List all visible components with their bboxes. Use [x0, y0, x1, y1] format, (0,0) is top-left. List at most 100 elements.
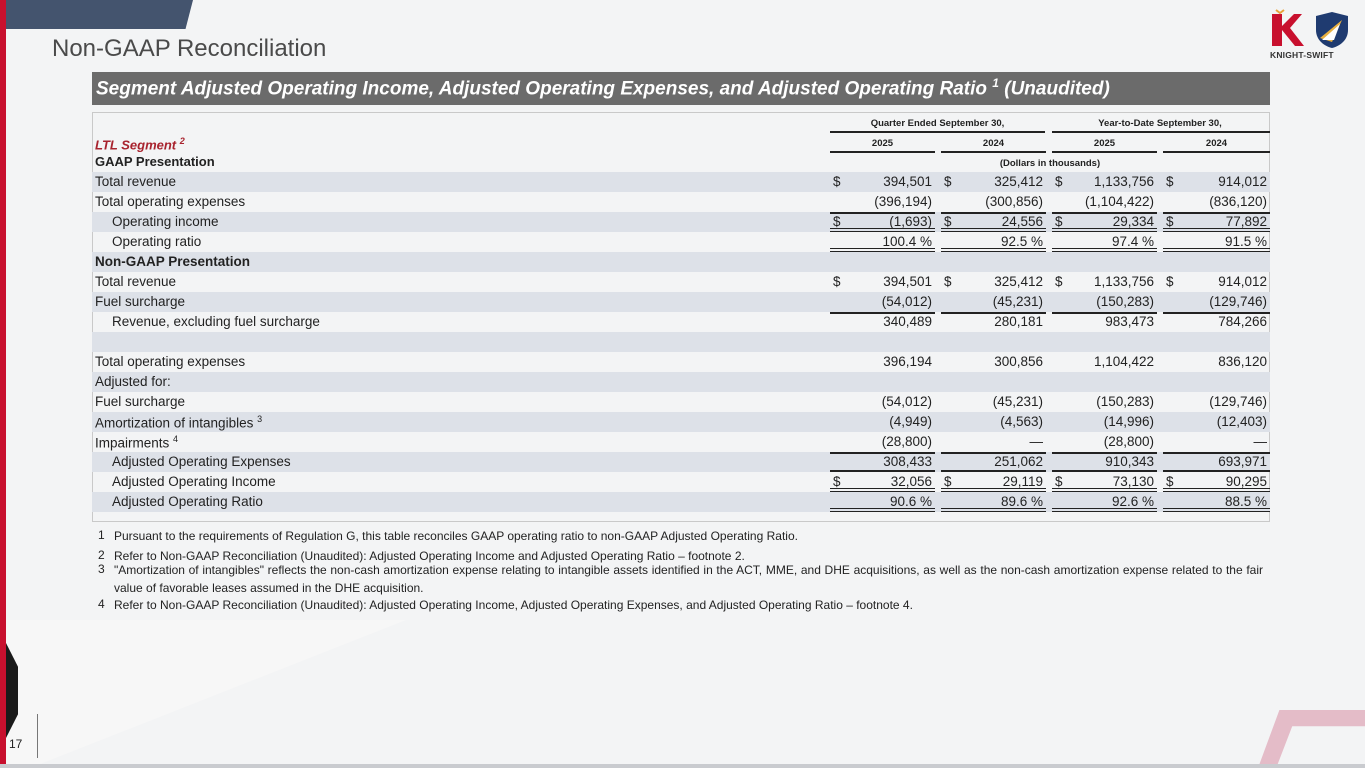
table-cell: — [941, 432, 1046, 452]
footnote-number: 1 [98, 528, 105, 542]
table-cell: 89.6 % [941, 492, 1046, 512]
cell-value: (300,856) [985, 194, 1043, 209]
footnote: 3 "Amortization of intangibles" reflects … [98, 562, 1263, 597]
cell-value: (150,283) [1096, 294, 1154, 309]
dollar-sign: $ [833, 474, 841, 489]
table-cell: (129,746) [1163, 392, 1270, 412]
bottom-band [0, 764, 1365, 768]
footnote-ref: 4 [173, 434, 179, 444]
row-label: Total revenue [95, 174, 177, 189]
dollar-sign: $ [944, 174, 952, 189]
dollar-sign: $ [1166, 474, 1174, 489]
cell-value: 340,489 [883, 314, 932, 329]
cell-value: 914,012 [1218, 174, 1267, 189]
footnote-number: 3 [98, 562, 105, 576]
table-cell: $394,501 [830, 272, 935, 292]
dollar-sign: $ [833, 214, 841, 229]
row-label: Total operating expenses [95, 194, 246, 209]
cell-value: 77,892 [1225, 214, 1267, 229]
cell-value: 910,343 [1105, 454, 1154, 469]
page-number: 17 [9, 737, 23, 751]
table-cell: 983,473 [1052, 312, 1157, 332]
row-label: Revenue, excluding fuel surcharge [112, 314, 320, 329]
cell-value: (28,800) [881, 434, 932, 449]
cell-value: 1,104,422 [1093, 354, 1154, 369]
table-cell: 836,120 [1163, 352, 1270, 372]
cell-value: 394,501 [883, 274, 932, 289]
banner-suffix: (Unaudited) [998, 78, 1110, 100]
cell-value: 396,194 [883, 354, 932, 369]
footnote-text: Refer to Non-GAAP Reconciliation (Unaudi… [114, 549, 745, 563]
table-row: Operating ratio [92, 232, 1270, 252]
row-label: Amortization of intangibles 3 [95, 414, 263, 431]
table-cell: $325,412 [941, 272, 1046, 292]
header-rule [1052, 151, 1157, 153]
side-flag-shape [6, 643, 18, 738]
table-cell: 90.6 % [830, 492, 935, 512]
cell-value: 89.6 % [1000, 494, 1043, 509]
units-note: (Dollars in thousands) [999, 158, 1101, 169]
cell-value: 92.5 % [1000, 234, 1043, 249]
cell-value: 29,119 [1002, 474, 1043, 489]
table-cell: (4,949) [830, 412, 935, 432]
row-label: Adjusted Operating Income [112, 474, 276, 489]
table-cell: 300,856 [941, 352, 1046, 372]
header-rule [1052, 131, 1270, 133]
table-cell: 97.4 % [1052, 232, 1157, 252]
cell-value: 394,501 [883, 174, 932, 189]
table-cell: $ (1,693) [830, 212, 935, 232]
dollar-sign: $ [1055, 474, 1063, 489]
cell-value: 251,062 [994, 454, 1043, 469]
banner-footnote-ref: 1 [992, 76, 999, 90]
cell-value: 97.4 % [1111, 234, 1154, 249]
cell-value: 836,120 [1218, 354, 1267, 369]
header-rule [941, 151, 1046, 153]
page-number-divider [37, 714, 38, 758]
row-label: Adjusted for: [95, 374, 171, 389]
table-cell: — [1163, 432, 1270, 452]
cell-value: (54,012) [881, 394, 932, 409]
cell-value: 693,971 [1218, 454, 1267, 469]
table-row: Operating income [92, 212, 1270, 232]
cell-value: (129,746) [1209, 294, 1267, 309]
table-cell: $29,334 [1052, 212, 1157, 232]
footnote-text: "Amortization of intangibles" reflects t… [114, 563, 1263, 595]
cell-value: 32,056 [890, 474, 932, 489]
cell-value: 914,012 [1218, 274, 1267, 289]
row-label: Fuel surcharge [95, 294, 186, 309]
dollar-sign: $ [1055, 274, 1063, 289]
table-row: Revenue, excluding fuel surcharge [92, 312, 1270, 332]
header-quarter: Quarter Ended September 30, [870, 118, 1005, 129]
table-cell [1163, 372, 1270, 392]
cell-value: (14,996) [1103, 414, 1154, 429]
table-cell [1052, 252, 1157, 272]
cell-value: (28,800) [1103, 434, 1154, 449]
table-cell: 396,194 [830, 352, 935, 372]
table-cell: (28,800) [1052, 432, 1157, 452]
table-cell: 340,489 [830, 312, 935, 332]
table-row [92, 332, 1270, 352]
table-cell: $73,130 [1052, 472, 1157, 492]
footnote: 4 Refer to Non-GAAP Reconciliation (Unaud… [98, 597, 1263, 615]
year-header: 2025 [871, 138, 894, 149]
cell-value: 91.5 % [1224, 234, 1267, 249]
table-row: Adjusted for: [92, 372, 1270, 392]
table-cell: (1,104,422) [1052, 192, 1157, 212]
year-header: 2024 [1205, 138, 1228, 149]
table-cell: (396,194) [830, 192, 935, 212]
table-cell: (54,012) [830, 292, 935, 312]
table-row: Adjusted Operating Expenses [92, 452, 1270, 472]
table-cell [830, 372, 935, 392]
table-cell: $1,133,756 [1052, 272, 1157, 292]
cell-value: — [1253, 434, 1268, 449]
cell-value: 90,295 [1225, 474, 1267, 489]
dollar-sign: $ [1166, 174, 1174, 189]
table-cell: (28,800) [830, 432, 935, 452]
table-cell: $90,295 [1163, 472, 1270, 492]
row-label: Impairments 4 [95, 434, 179, 451]
cell-value: (836,120) [1209, 194, 1267, 209]
table-cell: (150,283) [1052, 292, 1157, 312]
cell-value: 1,133,756 [1093, 274, 1154, 289]
row-label: Fuel surcharge [95, 394, 186, 409]
dollar-sign: $ [833, 174, 841, 189]
